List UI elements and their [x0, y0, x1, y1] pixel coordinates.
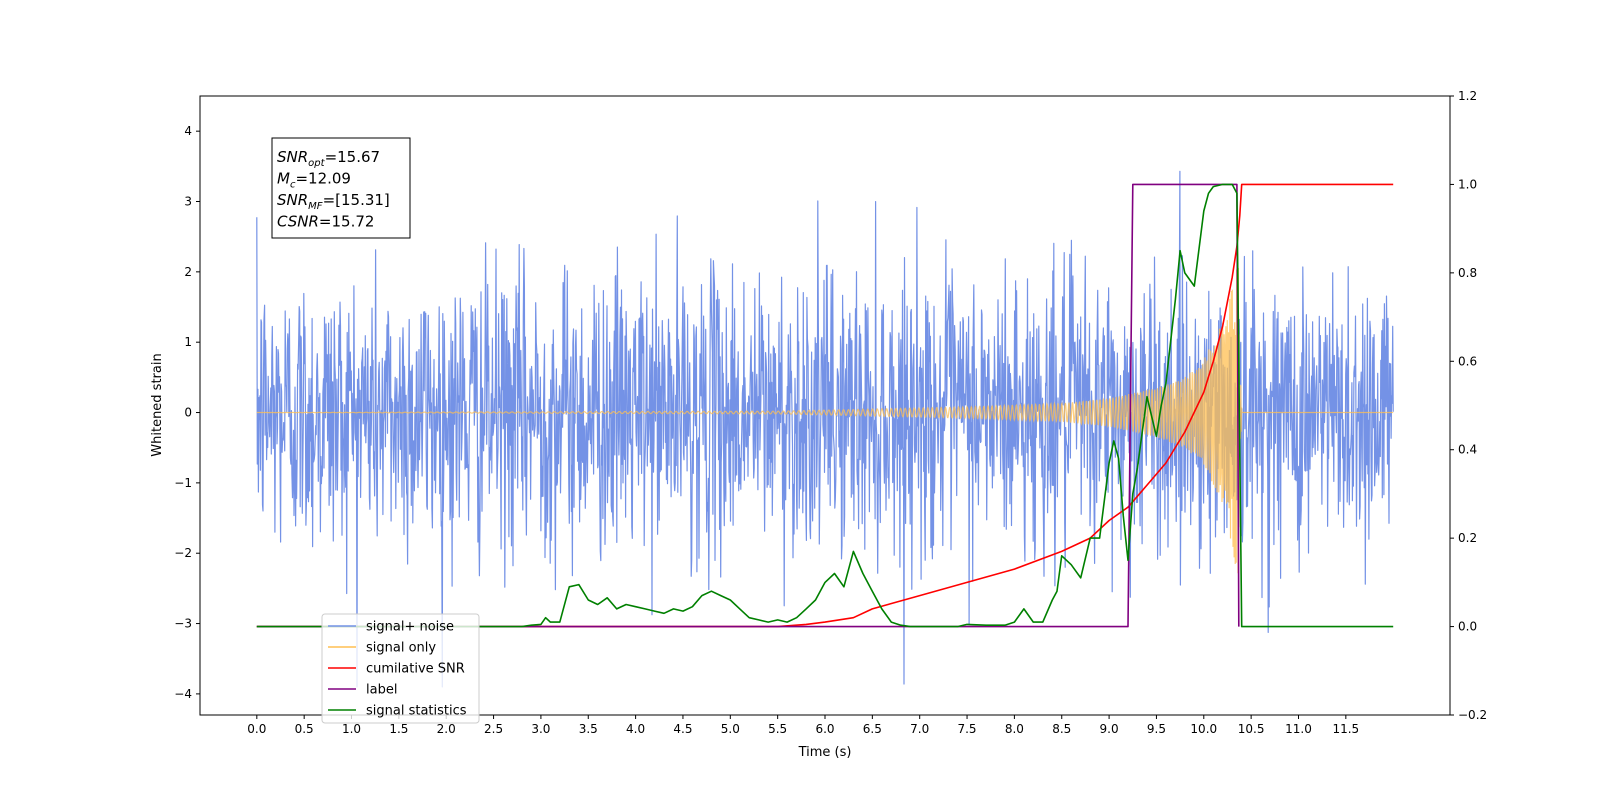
- y-left-tick-label: 3: [184, 195, 192, 209]
- series-layer: [256, 170, 1394, 688]
- y-left-tick-label: −3: [174, 617, 192, 631]
- x-axis-label: Time (s): [798, 745, 852, 760]
- series-signal-statistics: [256, 183, 1394, 628]
- y-left-tick-label: −4: [174, 687, 192, 701]
- legend: signal+ noise signal only cumilative SNR la…: [321, 613, 480, 724]
- annotation-line: SNRMF=[15.31]: [277, 191, 390, 212]
- legend-label: signal only: [366, 641, 436, 656]
- y-right-tick-label: 0.0: [1458, 620, 1477, 634]
- x-tick-label: 10.5: [1238, 722, 1265, 736]
- x-tick-label: 6.5: [863, 722, 882, 736]
- x-tick-label: 2.5: [484, 722, 503, 736]
- y-right-tick-label: −0.2: [1458, 708, 1487, 722]
- x-axis: 0.0 0.5 1.0 1.5 2.0 2.5 3.0 3.5 4.0 4.5 5.0 5.5 6.0 6…: [247, 715, 1359, 736]
- legend-frame: [321, 613, 480, 724]
- x-tick-label: 7.0: [910, 722, 929, 736]
- y-right-tick-label: 0.6: [1458, 354, 1477, 368]
- x-tick-label: 10.0: [1190, 722, 1217, 736]
- y-left-axis: −4 −3 −2 −1 0 1 2 3 4: [174, 124, 200, 701]
- y-right-tick-label: 1.0: [1458, 177, 1477, 191]
- y-right-tick-label: 1.2: [1458, 89, 1477, 103]
- x-tick-label: 8.5: [1052, 722, 1071, 736]
- series-signal-only: [256, 267, 1394, 574]
- series-signal-noise: [256, 170, 1394, 688]
- annotation-line: CSNR=15.72: [277, 213, 374, 231]
- x-tick-label: 2.0: [437, 722, 456, 736]
- y-right-tick-label: 0.2: [1458, 531, 1477, 545]
- legend-label: signal statistics: [366, 704, 467, 719]
- y-left-tick-label: −2: [174, 546, 192, 560]
- series-label: [256, 183, 1240, 628]
- annotation-frame: [271, 137, 411, 239]
- x-tick-label: 9.5: [1147, 722, 1166, 736]
- annotation-line: SNRopt=15.67: [277, 148, 380, 169]
- y-left-tick-label: −1: [174, 476, 192, 490]
- annotation-line: Mc=12.09: [277, 170, 351, 191]
- x-tick-label: 8.0: [1005, 722, 1024, 736]
- x-tick-label: 1.0: [342, 722, 361, 736]
- x-tick-label: 4.5: [673, 722, 692, 736]
- legend-label: label: [366, 683, 397, 698]
- x-tick-label: 5.5: [768, 722, 787, 736]
- y-left-tick-label: 2: [184, 265, 192, 279]
- x-tick-label: 1.5: [389, 722, 408, 736]
- y-right-axis: −0.2 0.0 0.2 0.4 0.6 0.8 1.0 1.2: [1450, 89, 1487, 722]
- legend-label: signal+ noise: [366, 620, 454, 635]
- series-cumilative-snr: [256, 183, 1394, 628]
- y-right-tick-label: 0.4: [1458, 443, 1477, 457]
- x-tick-label: 0.5: [295, 722, 314, 736]
- y-left-tick-label: 1: [184, 335, 192, 349]
- legend-label: cumilative SNR: [366, 662, 465, 677]
- annotation-box: SNRopt=15.67Mc=12.09SNRMF=[15.31]CSNR=15…: [271, 137, 411, 239]
- x-tick-label: 4.0: [626, 722, 645, 736]
- x-tick-label: 11.5: [1332, 722, 1359, 736]
- x-tick-label: 3.5: [579, 722, 598, 736]
- x-tick-label: 9.0: [1100, 722, 1119, 736]
- y-left-tick-label: 0: [184, 406, 192, 420]
- x-tick-label: 7.5: [957, 722, 976, 736]
- y-left-tick-label: 4: [184, 124, 192, 138]
- x-tick-label: 11.0: [1285, 722, 1312, 736]
- y-axis-label: Whitened strain: [150, 353, 165, 456]
- x-tick-label: 6.0: [815, 722, 834, 736]
- x-tick-label: 3.0: [531, 722, 550, 736]
- x-tick-label: 0.0: [247, 722, 266, 736]
- y-right-tick-label: 0.8: [1458, 266, 1477, 280]
- x-tick-label: 5.0: [721, 722, 740, 736]
